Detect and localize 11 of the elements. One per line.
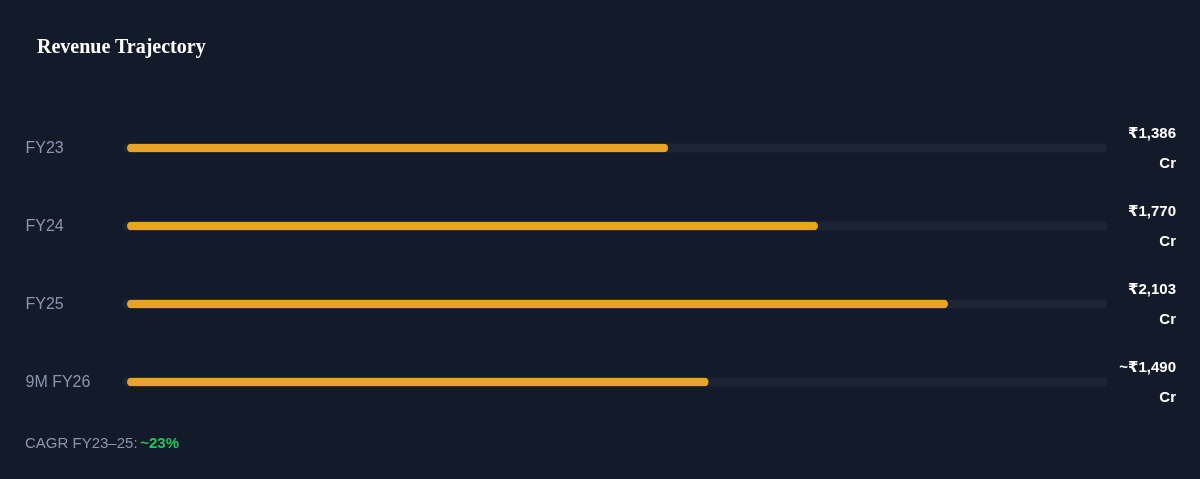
y-tick-label: 9M FY26 [25, 373, 91, 390]
y-tick-label: FY24 [25, 217, 64, 234]
chart-title: Revenue Trajectory [37, 35, 206, 58]
annotation: CAGR FY23–25: [25, 434, 138, 451]
annotation: ~23% [140, 434, 179, 451]
y-tick-label: FY25 [25, 295, 64, 312]
y-tick-label: FY23 [25, 139, 64, 156]
data-label: ₹2,103 Cr [1128, 280, 1177, 327]
data-label: ₹1,770 Cr [1128, 202, 1177, 249]
data-label: ~₹1,490 Cr [1119, 358, 1177, 405]
data-label: ₹1,386 Cr [1128, 124, 1177, 171]
